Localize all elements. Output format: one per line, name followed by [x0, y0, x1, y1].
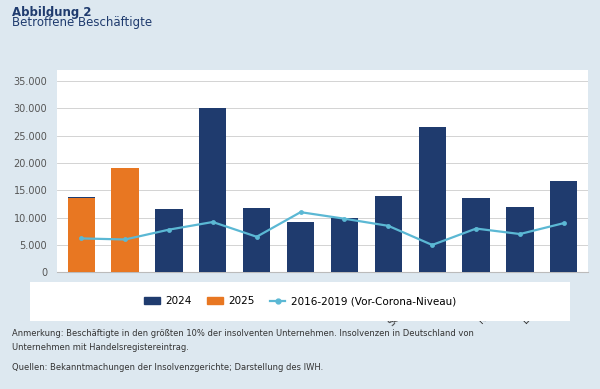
Text: Quellen: Bekanntmachungen der Insolvenzgerichte; Darstellung des IWH.: Quellen: Bekanntmachungen der Insolvenzg…: [12, 363, 323, 371]
Legend: 2024, 2025, 2016-2019 (Vor-Corona-Niveau): 2024, 2025, 2016-2019 (Vor-Corona-Niveau…: [140, 292, 460, 311]
Bar: [112, 168, 139, 272]
Bar: [506, 207, 533, 272]
Bar: [287, 222, 314, 272]
Text: Abbildung 2: Abbildung 2: [12, 6, 91, 19]
Bar: [463, 198, 490, 272]
Bar: [550, 181, 577, 272]
Bar: [155, 209, 182, 272]
Bar: [68, 198, 95, 272]
Text: Unternehmen mit Handelsregistereintrag.: Unternehmen mit Handelsregistereintrag.: [12, 343, 189, 352]
Bar: [199, 108, 226, 272]
Text: Anmerkung: Beschäftigte in den größten 10% der insolventen Unternehmen. Insolven: Anmerkung: Beschäftigte in den größten 1…: [12, 329, 474, 338]
Bar: [112, 204, 139, 272]
Bar: [68, 197, 95, 272]
Bar: [331, 217, 358, 272]
Bar: [243, 208, 270, 272]
Text: Betroffene Beschäftigte: Betroffene Beschäftigte: [12, 16, 152, 28]
Bar: [419, 128, 446, 272]
Bar: [375, 196, 402, 272]
